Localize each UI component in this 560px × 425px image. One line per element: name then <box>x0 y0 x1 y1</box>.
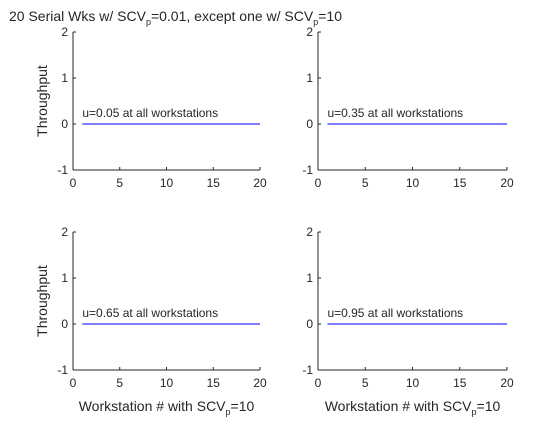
x-tick-label: 0 <box>70 176 77 190</box>
y-tick-label: 0 <box>61 117 68 131</box>
x-tick-label: 0 <box>70 376 77 390</box>
y-tick-label: 1 <box>306 71 313 85</box>
x-tick-label: 0 <box>315 176 322 190</box>
x-tick-label: 5 <box>362 376 369 390</box>
annotation-label: u=0.35 at all workstations <box>327 106 463 120</box>
annotation-label: u=0.95 at all workstations <box>327 306 463 320</box>
y-tick-label: -1 <box>57 163 68 177</box>
chart-title: 20 Serial Wks w/ SCVp=0.01, except one w… <box>9 8 342 27</box>
x-axis-label: Workstation # with SCVp=10 <box>325 398 501 417</box>
x-tick-label: 5 <box>116 376 123 390</box>
y-tick-label: 0 <box>61 317 68 331</box>
x-tick-label: 10 <box>160 376 174 390</box>
x-tick-label: 10 <box>160 176 174 190</box>
y-tick-label: 1 <box>306 271 313 285</box>
x-tick-label: 20 <box>253 376 267 390</box>
y-tick-label: 1 <box>61 271 68 285</box>
x-tick-label: 20 <box>253 176 267 190</box>
x-tick-label: 15 <box>207 176 221 190</box>
x-tick-label: 0 <box>315 376 322 390</box>
annotation-label: u=0.05 at all workstations <box>82 106 218 120</box>
y-tick-label: 2 <box>61 225 68 239</box>
x-tick-label: 10 <box>406 176 420 190</box>
x-tick-label: 15 <box>453 176 467 190</box>
x-tick-label: 5 <box>362 176 369 190</box>
y-axis-label: Throughput <box>34 265 50 337</box>
y-tick-label: -1 <box>302 163 313 177</box>
y-tick-label: 0 <box>306 317 313 331</box>
x-tick-label: 10 <box>406 376 420 390</box>
y-tick-label: 2 <box>306 25 313 39</box>
y-tick-label: 2 <box>306 225 313 239</box>
y-tick-label: 1 <box>61 71 68 85</box>
y-tick-label: -1 <box>302 363 313 377</box>
x-axis-label: Workstation # with SCVp=10 <box>79 398 255 417</box>
x-tick-label: 5 <box>116 176 123 190</box>
x-tick-label: 15 <box>453 376 467 390</box>
y-tick-label: 2 <box>61 25 68 39</box>
y-tick-label: 0 <box>306 117 313 131</box>
x-tick-label: 20 <box>500 176 514 190</box>
x-tick-label: 20 <box>500 376 514 390</box>
y-axis-label: Throughput <box>34 65 50 137</box>
y-tick-label: -1 <box>57 363 68 377</box>
x-tick-label: 15 <box>207 376 221 390</box>
annotation-label: u=0.65 at all workstations <box>82 306 218 320</box>
